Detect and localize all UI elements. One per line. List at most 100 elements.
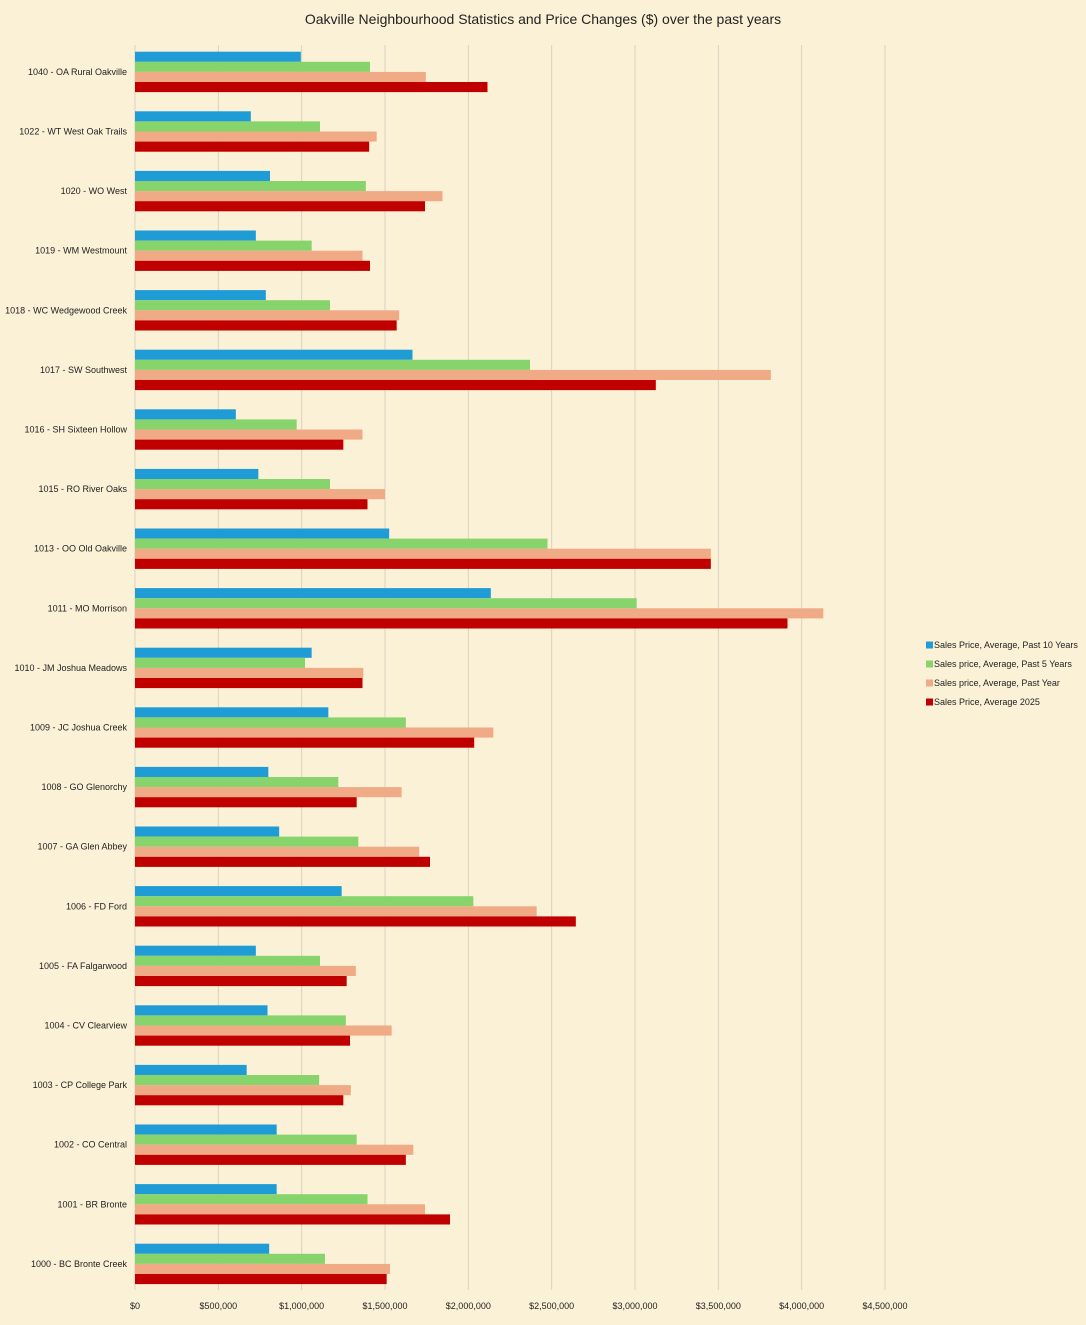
bar-2 <box>135 359 530 370</box>
legend-swatch <box>926 660 933 668</box>
category-label: 1018 - WC Wedgewood Creek <box>5 305 127 315</box>
bar-1 <box>135 886 342 897</box>
bar-3 <box>135 131 377 142</box>
bar-3 <box>135 1085 351 1096</box>
bar-4 <box>135 916 576 927</box>
bar-4 <box>135 320 397 331</box>
bar-2 <box>135 955 320 966</box>
bar-3 <box>135 667 364 678</box>
bar-3 <box>135 71 426 82</box>
bar-3 <box>135 250 363 261</box>
category-label: 1022 - WT West Oak Trails <box>19 127 127 137</box>
bar-4 <box>135 737 475 748</box>
bar-4 <box>135 1154 406 1165</box>
legend-swatch <box>926 698 933 706</box>
bar-2 <box>135 1075 320 1086</box>
bar-4 <box>135 976 347 987</box>
category-label: 1000 - BC Bronte Creek <box>31 1259 128 1269</box>
bar-2 <box>135 121 320 132</box>
category-label: 1011 - MO Morrison <box>48 603 127 613</box>
bar-4 <box>135 1214 450 1225</box>
bar-3 <box>135 608 824 619</box>
bar-4 <box>135 141 370 152</box>
bar-2 <box>135 61 370 72</box>
bar-1 <box>135 707 329 718</box>
category-label: 1004 - CV Clearview <box>44 1021 127 1031</box>
chart-title: Oakville Neighbourhood Statistics and Pr… <box>305 11 781 27</box>
category-label: 1010 - JM Joshua Meadows <box>14 663 127 673</box>
bar-4 <box>135 1274 387 1285</box>
category-label: 1008 - GO Glenorchy <box>41 782 127 792</box>
legend-label: Sales price, Average, Past Year <box>934 678 1060 688</box>
bar-1 <box>135 647 312 658</box>
category-label: 1020 - WO West <box>61 186 128 196</box>
bar-1 <box>135 170 270 181</box>
category-label: 1013 - OO Old Oakville <box>34 544 127 554</box>
x-tick-label: $1,000,000 <box>279 1301 324 1311</box>
bar-4 <box>135 201 425 212</box>
category-labels: 1040 - OA Rural Oakville 1022 - WT West O… <box>5 67 127 1269</box>
bar-2 <box>135 240 312 251</box>
bar-4 <box>135 82 488 93</box>
bar-1 <box>135 1064 247 1075</box>
x-tick-label: $2,000,000 <box>446 1301 491 1311</box>
category-label: 1009 - JC Joshua Creek <box>30 723 128 733</box>
legend: Sales Price, Average, Past 10 Years Sales… <box>926 640 1078 707</box>
bar-1 <box>135 826 280 837</box>
bar-3 <box>135 191 443 202</box>
x-tick-label: $4,500,000 <box>862 1301 907 1311</box>
bar-2 <box>135 1194 368 1205</box>
bar-2 <box>135 1253 325 1264</box>
bar-4 <box>135 797 357 808</box>
bar-1 <box>135 409 236 420</box>
bar-1 <box>135 349 413 360</box>
x-tick-label: $0 <box>130 1301 140 1311</box>
bar-4 <box>135 260 370 271</box>
bar-4 <box>135 618 788 629</box>
legend-label: Sales price, Average, Past 5 Years <box>934 659 1072 669</box>
bar-4 <box>135 1095 344 1106</box>
legend-swatch <box>926 679 933 687</box>
bar-3 <box>135 1025 392 1036</box>
bar-4 <box>135 380 656 391</box>
bar-3 <box>135 1204 425 1215</box>
bar-3 <box>135 489 385 500</box>
category-label: 1006 - FD Ford <box>66 901 127 911</box>
bar-3 <box>135 1263 390 1274</box>
legend-label: Sales Price, Average 2025 <box>934 697 1040 707</box>
category-label: 1005 - FA Falgarwood <box>39 961 127 971</box>
bar-1 <box>135 766 269 777</box>
x-tick-label: $500,000 <box>200 1301 238 1311</box>
bar-2 <box>135 538 548 549</box>
bar-3 <box>135 369 771 380</box>
bar-4 <box>135 499 368 510</box>
bar-1 <box>135 468 259 479</box>
bar-3 <box>135 906 537 917</box>
bar-2 <box>135 1015 346 1026</box>
bar-3 <box>135 548 711 559</box>
x-tick-label: $3,500,000 <box>696 1301 741 1311</box>
bar-1 <box>135 528 390 539</box>
bar-2 <box>135 598 637 609</box>
category-label: 1019 - WM Westmount <box>35 246 127 256</box>
x-tick-label: $1,500,000 <box>362 1301 407 1311</box>
bar-3 <box>135 846 420 857</box>
bar-2 <box>135 657 305 668</box>
bar-4 <box>135 439 344 450</box>
bar-4 <box>135 856 430 867</box>
bar-1 <box>135 1243 270 1254</box>
bar-3 <box>135 727 494 738</box>
bar-1 <box>135 945 256 956</box>
category-label: 1001 - BR Bronte <box>57 1199 127 1209</box>
category-label: 1007 - GA Glen Abbey <box>37 842 127 852</box>
bars <box>135 51 824 1285</box>
x-axis-ticks: $0 $500,000 $1,000,000 $1,500,000 $2,000,000… <box>130 1301 908 1311</box>
bar-3 <box>135 787 402 798</box>
bar-4 <box>135 678 363 689</box>
bar-2 <box>135 300 330 311</box>
category-label: 1040 - OA Rural Oakville <box>28 67 127 77</box>
bar-3 <box>135 429 363 440</box>
bar-1 <box>135 290 266 301</box>
bar-2 <box>135 777 339 788</box>
